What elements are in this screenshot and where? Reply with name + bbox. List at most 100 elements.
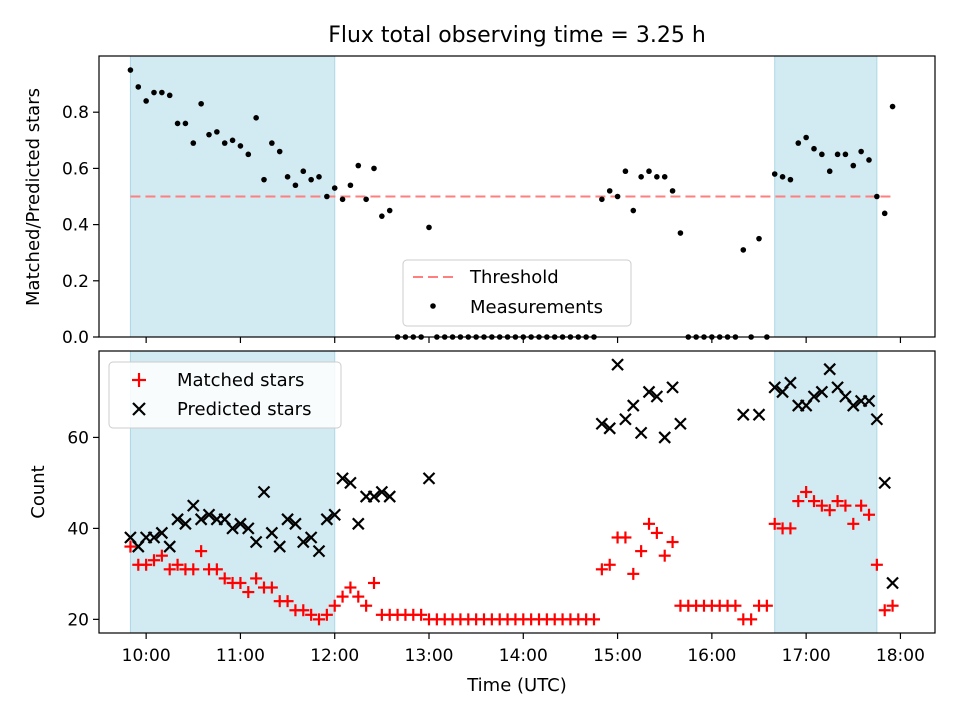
x-tick-label: 17:00	[782, 646, 831, 666]
matched-star-point	[768, 517, 781, 530]
predicted-marker-b	[634, 426, 648, 440]
measurement-point	[245, 151, 252, 158]
predicted-star-point	[328, 508, 341, 522]
matched-star-point	[210, 563, 223, 576]
predicted-star-point	[242, 522, 255, 535]
predicted-marker-b	[807, 390, 821, 403]
measurement-point	[324, 193, 330, 200]
matched-star-point	[250, 572, 263, 585]
predicted-marker-b	[242, 522, 255, 535]
predicted-star-point	[815, 385, 829, 399]
predicted-marker-b	[257, 485, 271, 499]
matched-star-point	[863, 508, 875, 521]
predicted-marker-b	[194, 513, 208, 526]
bottom-legend-box	[108, 361, 342, 429]
top-x-tick-marks	[145, 337, 902, 343]
matched-star-point	[760, 599, 773, 612]
measurement-point	[182, 120, 189, 127]
predicted-star-point	[367, 490, 381, 503]
predicted-star-point	[375, 485, 389, 499]
matched-star-point	[878, 604, 891, 617]
matched-star-point	[658, 549, 671, 562]
predicted-marker-b	[179, 517, 192, 531]
measurement-point	[198, 100, 204, 107]
predicted-marker-b	[147, 531, 161, 544]
predicted-marker-b	[831, 381, 844, 394]
matched-star-point	[855, 499, 868, 512]
measurement-point	[606, 188, 613, 194]
predicted-star-point	[611, 358, 624, 371]
measurement-point	[371, 165, 377, 172]
matched-star-point	[839, 499, 852, 512]
matched-star-point	[124, 540, 137, 553]
matched-star-point	[800, 486, 813, 498]
predicted-star-point	[171, 513, 184, 526]
matched-star-point	[265, 581, 278, 594]
predicted-star-point	[383, 490, 396, 503]
predicted-marker-b	[870, 412, 884, 426]
matched-star-point	[336, 590, 349, 603]
predicted-marker-b	[847, 399, 860, 412]
y-tick-label: 40	[67, 519, 89, 539]
predicted-star-point	[862, 394, 876, 408]
legend-matched-label: Matched stars	[177, 370, 304, 391]
predicted-star-point	[847, 399, 860, 412]
matched-star-point	[666, 536, 679, 549]
matched-star-point	[603, 558, 616, 571]
matched-star-point	[148, 554, 160, 567]
predicted-marker-b	[312, 544, 326, 558]
measurement-point	[661, 174, 668, 180]
predicted-star-point	[658, 431, 671, 444]
predicted-star-point	[273, 540, 286, 553]
chart-title: Flux total observing time = 3.25 h	[328, 23, 706, 48]
x-tick-label: 14:00	[499, 646, 548, 666]
predicted-star-point	[784, 376, 797, 390]
measurement-point	[646, 168, 652, 175]
predicted-star-point	[289, 517, 302, 531]
matched-star-point	[195, 545, 208, 558]
predicted-star-point	[304, 531, 318, 544]
predicted-star-point	[265, 526, 279, 540]
predicted-marker-b	[328, 508, 341, 522]
predicted-marker-b	[367, 490, 381, 503]
measurement-point	[151, 89, 157, 96]
x-tick-label: 10:00	[122, 646, 171, 666]
x-tick-label: 11:00	[216, 646, 265, 666]
predicted-star-point	[595, 417, 609, 431]
measurement-point	[771, 171, 778, 177]
measurement-point	[127, 67, 134, 73]
predicted-star-point	[603, 422, 616, 435]
matched-star-point	[784, 522, 797, 535]
predicted-marker-b	[281, 513, 294, 526]
predicted-marker-b	[878, 476, 891, 490]
legend-matched-swatch	[132, 373, 146, 387]
matched-star-point	[745, 613, 758, 626]
measurement-point	[795, 140, 802, 146]
predicted-marker-b	[234, 517, 247, 531]
measurement-point	[214, 129, 220, 135]
x-axis-label: Time (UTC)	[466, 675, 567, 696]
matched-star-point	[847, 517, 860, 530]
measurement-point	[253, 115, 259, 121]
predicted-marker-b	[187, 499, 200, 512]
y-tick-label: 60	[67, 428, 89, 448]
predicted-marker-b	[171, 513, 184, 526]
predicted-marker-b	[839, 390, 852, 403]
legend-predicted-label: Predicted stars	[177, 399, 311, 420]
predicted-marker-b	[297, 535, 310, 549]
matched-star-point	[808, 495, 820, 508]
predicted-star-point	[752, 408, 766, 421]
matched-star-point	[635, 545, 648, 558]
predicted-star-point	[823, 362, 836, 376]
predicted-star-point	[163, 540, 176, 553]
predicted-star-point	[352, 517, 365, 531]
predicted-star-point	[422, 472, 436, 485]
measurement-point	[834, 151, 841, 158]
measurement-point	[622, 168, 629, 175]
predicted-star-point	[297, 535, 310, 549]
matched-star-point	[619, 531, 632, 544]
x-tick-label: 13:00	[405, 646, 454, 666]
predicted-star-point	[226, 522, 239, 535]
predicted-marker-b	[737, 408, 750, 421]
measurement-point	[261, 176, 267, 183]
